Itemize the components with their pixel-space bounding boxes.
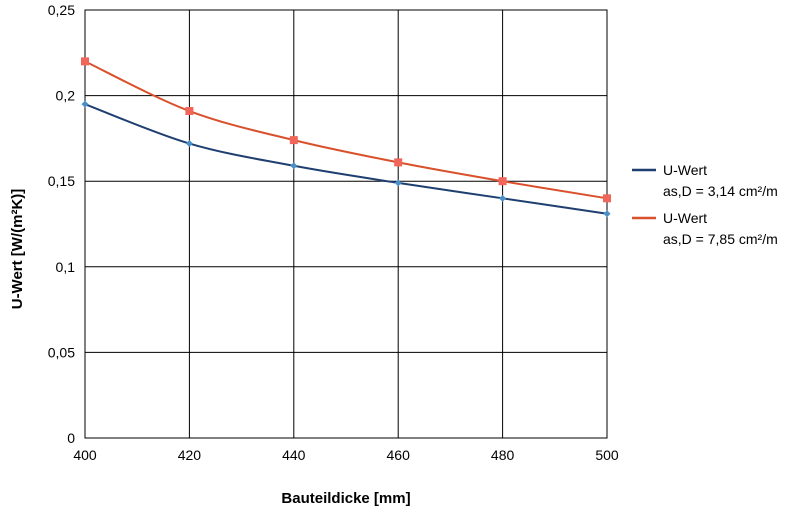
grid (84, 9, 608, 439)
data-point-square (394, 158, 403, 167)
data-point-diamond (185, 140, 193, 148)
y-tick-label: 0,25 (48, 2, 75, 18)
data-point-square (603, 194, 611, 203)
data-point-square (81, 57, 89, 66)
data-point-diamond (290, 162, 298, 170)
legend-item-2: U-Wert as,D = 7,85 cm²/m (632, 210, 778, 247)
x-tick-label: 400 (73, 447, 97, 463)
legend-label: U-Wert (663, 210, 707, 226)
y-tick-label: 0,2 (56, 88, 76, 104)
y-axis-title: U-Wert [W/(m²K)] (9, 189, 26, 310)
x-tick-label: 420 (178, 447, 202, 463)
x-tick-label: 440 (282, 447, 306, 463)
legend: U-Wert as,D = 3,14 cm²/m U-Wert as,D = 7,85… (632, 162, 778, 247)
data-point-square (498, 177, 507, 186)
y-tick-label: 0,15 (48, 173, 75, 189)
data-point-square (289, 136, 298, 145)
y-tick-label: 0,05 (48, 344, 75, 360)
legend-label: as,D = 7,85 cm²/m (663, 231, 778, 247)
series-line (84, 60, 608, 200)
data-point-diamond (603, 210, 611, 218)
legend-label: as,D = 3,14 cm²/m (663, 183, 778, 199)
tick-labels: 0 0,05 0,1 0,15 0,2 0,25 400 420 440 460 480 500 (48, 2, 619, 463)
data-point-diamond (499, 194, 507, 202)
data-point-square (185, 107, 194, 116)
plot-area-border (84, 9, 608, 439)
x-tick-label: 480 (491, 447, 515, 463)
plot-frame (84, 9, 608, 439)
series-layer (81, 57, 611, 218)
x-tick-label: 460 (387, 447, 411, 463)
data-point-diamond (394, 179, 402, 187)
series-1 (81, 100, 611, 218)
series-line (84, 103, 608, 215)
legend-item-1: U-Wert as,D = 3,14 cm²/m (632, 162, 778, 199)
data-point-diamond (81, 100, 89, 108)
y-tick-label: 0 (67, 430, 75, 446)
series-2 (81, 57, 611, 203)
legend-label: U-Wert (663, 162, 707, 178)
x-axis-title: Bauteildicke [mm] (281, 490, 410, 507)
x-tick-label: 500 (595, 447, 619, 463)
y-tick-label: 0,1 (56, 259, 76, 275)
